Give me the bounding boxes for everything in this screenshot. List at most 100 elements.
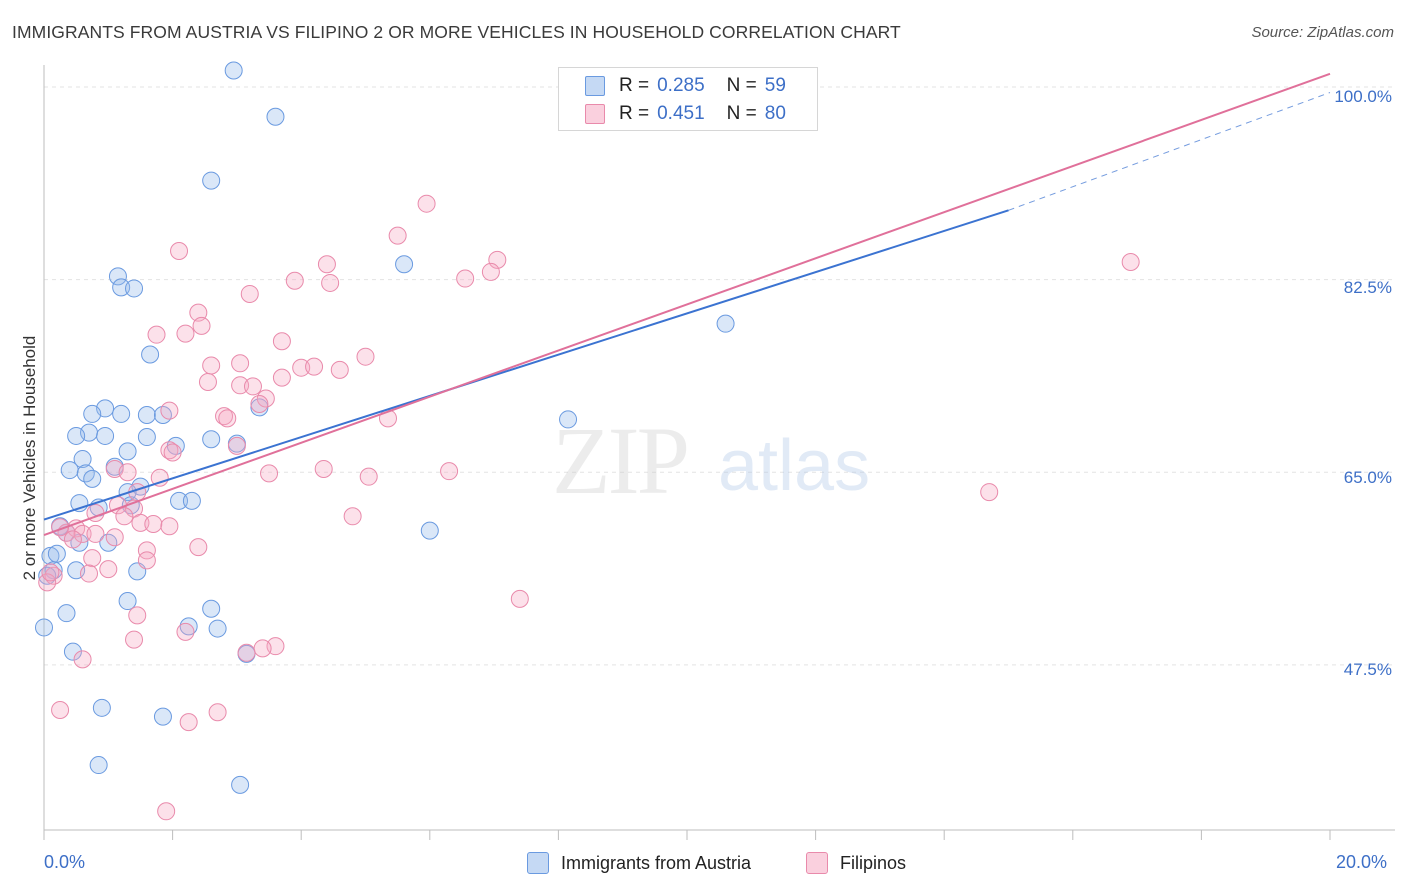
austria-point — [224, 61, 243, 80]
filipino-point — [237, 643, 256, 662]
austria-point — [35, 618, 53, 637]
austria-point — [202, 171, 221, 190]
filipino-point — [272, 368, 291, 387]
austria-trendline-extension — [1008, 92, 1331, 211]
filipino-point — [160, 441, 179, 460]
austria-point — [118, 592, 137, 611]
filipino-point — [137, 551, 156, 570]
austria-point — [112, 278, 131, 297]
filipino-point — [38, 573, 57, 592]
filipino-point — [160, 401, 179, 420]
filipino-trendline — [43, 72, 1331, 536]
filipino-point — [157, 802, 176, 821]
austria-point — [89, 756, 108, 775]
legend-label-austria: Immigrants from Austria — [561, 852, 752, 873]
filipino-point — [80, 564, 99, 583]
filipino-point — [131, 513, 150, 532]
austria-point — [182, 491, 201, 510]
austria-point — [137, 428, 156, 447]
austria-point — [73, 450, 92, 469]
filipino-point — [388, 226, 407, 245]
legend-row-filipinos: R = 0.451 N = 80 — [585, 102, 786, 126]
filipino-point — [231, 354, 250, 373]
y-tick-label: 82.5% — [1343, 278, 1392, 297]
filipino-point — [170, 242, 189, 261]
austria-point — [559, 410, 578, 429]
austria-point — [716, 314, 735, 333]
austria-point — [202, 430, 221, 449]
legend-item-austria[interactable]: Immigrants from Austria — [527, 852, 751, 874]
filipino-point — [105, 528, 124, 547]
filipino-point — [314, 459, 333, 478]
austria-point — [231, 775, 250, 794]
stats-legend: R = 0.285 N = 59 R = 0.451 N = 80 — [558, 67, 818, 131]
filipino-point — [41, 563, 60, 582]
legend-swatch-blue — [527, 852, 549, 874]
filipino-point — [73, 650, 92, 669]
filipino-point — [44, 566, 63, 585]
austria-point — [60, 461, 79, 480]
chart-title: IMMIGRANTS FROM AUSTRIA VS FILIPINO 2 OR… — [12, 22, 901, 42]
legend-n-label: N = — [726, 103, 757, 124]
filipino-point — [359, 467, 378, 486]
legend-r-label: R = — [619, 103, 650, 124]
filipino-point — [160, 517, 179, 536]
filipino-point — [118, 463, 137, 482]
filipino-point — [202, 356, 221, 375]
austria-point — [420, 521, 439, 540]
legend-row-austria: R = 0.285 N = 59 — [585, 74, 786, 98]
filipino-point — [456, 269, 475, 288]
filipino-point — [231, 376, 250, 395]
filipino-point — [179, 713, 198, 732]
austria-point — [47, 544, 66, 563]
filipino-point — [99, 560, 118, 579]
austria-point — [67, 426, 86, 445]
filipino-point — [218, 409, 237, 428]
filipino-point — [1121, 253, 1140, 272]
filipino-point — [343, 507, 362, 526]
filipino-point — [417, 194, 436, 213]
filipino-point — [510, 589, 529, 608]
austria-point — [141, 345, 160, 364]
austria-point — [83, 469, 102, 488]
austria-point — [83, 404, 102, 423]
filipino-point — [317, 255, 336, 274]
filipino-point — [305, 357, 324, 376]
legend-item-filipinos[interactable]: Filipinos — [806, 852, 906, 874]
austria-trendline — [43, 209, 1009, 521]
filipino-point — [144, 515, 163, 533]
filipino-point — [243, 377, 262, 396]
legend-swatch-pink — [585, 104, 605, 124]
y-tick-label: 100.0% — [1334, 87, 1392, 106]
austria-point — [125, 279, 144, 298]
filipino-point — [128, 606, 147, 625]
filipino-point — [208, 703, 227, 722]
filipino-point — [189, 538, 208, 557]
austria-point — [112, 404, 131, 423]
filipino-point — [215, 407, 234, 426]
filipino-point — [481, 262, 500, 281]
watermark-zip: ZIP — [552, 407, 690, 514]
y-axis-label: 2 or more Vehicles in Household — [20, 335, 39, 581]
austria-point — [395, 255, 414, 274]
filipino-point — [356, 347, 375, 366]
filipino-point — [321, 273, 340, 292]
austria-point — [57, 604, 76, 623]
austria-point — [96, 426, 115, 445]
austria-point — [63, 642, 82, 661]
legend-swatch-pink — [806, 852, 828, 874]
austria-point — [92, 698, 111, 717]
austria-point — [38, 566, 57, 585]
filipino-point — [272, 332, 291, 351]
legend-swatch-blue — [585, 76, 605, 96]
filipino-point — [63, 530, 82, 549]
source-label: Source: ZipAtlas.com — [1251, 24, 1394, 41]
legend-r-label: R = — [619, 75, 650, 96]
filipino-point — [440, 462, 459, 481]
legend-n-value: 80 — [764, 103, 786, 124]
filipino-point — [253, 639, 272, 658]
legend-label-filipinos: Filipinos — [840, 852, 907, 873]
x-tick-label: 20.0% — [1336, 852, 1388, 872]
filipino-point — [250, 395, 269, 414]
legend-r-value: 0.451 — [657, 103, 705, 124]
